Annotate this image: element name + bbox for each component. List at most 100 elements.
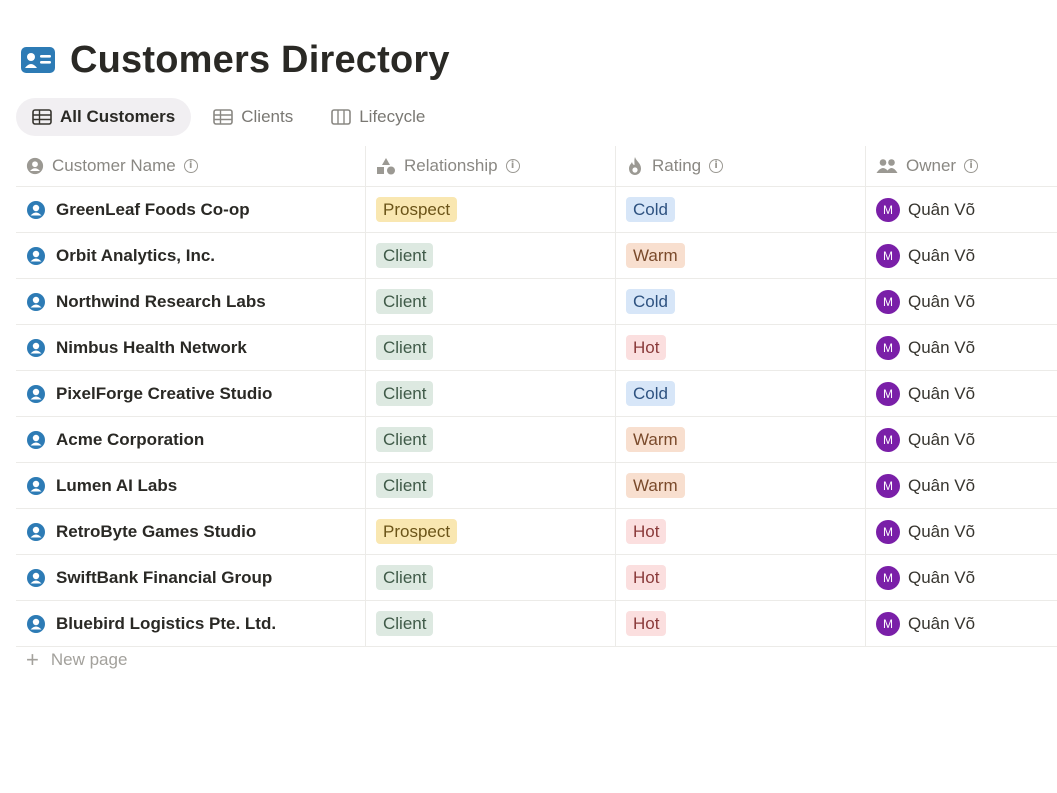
table-row[interactable]: PixelForge Creative Studio Client Cold M Quâ… (16, 371, 1057, 417)
rating-cell[interactable]: Hot (616, 601, 866, 646)
relationship-cell[interactable]: Client (366, 555, 616, 600)
rating-cell[interactable]: Hot (616, 509, 866, 554)
relationship-tag: Prospect (376, 519, 458, 544)
relationship-cell[interactable]: Client (366, 325, 616, 370)
customer-name[interactable]: GreenLeaf Foods Co-op (56, 199, 250, 219)
table-header: Customer Name i Relationship i Rating i (16, 146, 1057, 187)
owner-cell[interactable]: M Quân Võ (866, 187, 1057, 232)
rating-cell[interactable]: Cold (616, 279, 866, 324)
rating-tag: Warm (626, 473, 685, 498)
rating-cell[interactable]: Hot (616, 325, 866, 370)
customer-name-cell[interactable]: Bluebird Logistics Pte. Ltd. (16, 601, 366, 646)
owner-cell[interactable]: M Quân Võ (866, 279, 1057, 324)
customer-name-cell[interactable]: Orbit Analytics, Inc. (16, 233, 366, 278)
tab-all-customers[interactable]: All Customers (16, 98, 192, 136)
column-header-relationship[interactable]: Relationship i (366, 146, 616, 186)
column-label: Rating (652, 156, 702, 175)
board-icon (331, 109, 352, 125)
rating-cell[interactable]: Warm (616, 233, 866, 278)
owner-cell[interactable]: M Quân Võ (866, 233, 1057, 278)
table-row[interactable]: Bluebird Logistics Pte. Ltd. Client Hot M Qu… (16, 601, 1057, 647)
person-icon (27, 384, 45, 403)
table-row[interactable]: Orbit Analytics, Inc. Client Warm M Quân Võ (16, 233, 1057, 279)
rating-tag: Warm (626, 243, 685, 268)
person-icon (27, 200, 45, 219)
rating-cell[interactable]: Warm (616, 417, 866, 462)
customer-name-cell[interactable]: Acme Corporation (16, 417, 366, 462)
rating-tag: Cold (626, 289, 675, 314)
rating-cell[interactable]: Cold (616, 371, 866, 416)
relationship-cell[interactable]: Client (366, 279, 616, 324)
customer-name[interactable]: RetroByte Games Studio (56, 521, 257, 541)
customer-name[interactable]: Orbit Analytics, Inc. (56, 245, 216, 265)
table-row[interactable]: Northwind Research Labs Client Cold M Quân V… (16, 279, 1057, 325)
customer-name-cell[interactable]: RetroByte Games Studio (16, 509, 366, 554)
info-icon[interactable]: i (505, 159, 520, 173)
customer-name-cell[interactable]: SwiftBank Financial Group (16, 555, 366, 600)
owner-cell[interactable]: M Quân Võ (866, 601, 1057, 646)
owner-name: Quân Võ (908, 291, 976, 311)
rating-tag: Hot (626, 335, 667, 360)
relationship-cell[interactable]: Client (366, 463, 616, 508)
column-label: Customer Name (52, 156, 176, 175)
person-icon (26, 157, 44, 175)
owner-cell[interactable]: M Quân Võ (866, 555, 1057, 600)
customer-name-cell[interactable]: GreenLeaf Foods Co-op (16, 187, 366, 232)
relationship-cell[interactable]: Client (366, 371, 616, 416)
customer-name-cell[interactable]: Lumen AI Labs (16, 463, 366, 508)
owner-cell[interactable]: M Quân Võ (866, 371, 1057, 416)
customer-name-cell[interactable]: PixelForge Creative Studio (16, 371, 366, 416)
tab-clients[interactable]: Clients (197, 98, 309, 136)
owner-name: Quân Võ (908, 613, 976, 633)
customer-name[interactable]: Acme Corporation (56, 429, 205, 449)
owner-cell[interactable]: M Quân Võ (866, 417, 1057, 462)
column-header-owner[interactable]: Owner i (866, 146, 1057, 186)
tab-lifecycle[interactable]: Lifecycle (315, 98, 441, 136)
column-header-customer-name[interactable]: Customer Name i (16, 146, 366, 186)
customer-name[interactable]: Northwind Research Labs (56, 291, 266, 311)
info-icon[interactable]: i (964, 159, 979, 173)
relationship-tag: Client (376, 473, 434, 498)
avatar: M (876, 519, 900, 544)
table-row[interactable]: SwiftBank Financial Group Client Hot M Quân … (16, 555, 1057, 601)
customer-name-cell[interactable]: Nimbus Health Network (16, 325, 366, 370)
avatar: M (876, 335, 900, 360)
rating-cell[interactable]: Hot (616, 555, 866, 600)
customer-name[interactable]: Lumen AI Labs (56, 475, 178, 495)
table-row[interactable]: RetroByte Games Studio Prospect Hot M Quân V… (16, 509, 1057, 555)
owner-cell[interactable]: M Quân Võ (866, 325, 1057, 370)
relationship-cell[interactable]: Client (366, 601, 616, 646)
customer-name[interactable]: Bluebird Logistics Pte. Ltd. (56, 613, 277, 633)
rating-cell[interactable]: Warm (616, 463, 866, 508)
relationship-cell[interactable]: Client (366, 233, 616, 278)
table-row[interactable]: GreenLeaf Foods Co-op Prospect Cold M Quân V… (16, 187, 1057, 233)
table-row[interactable]: Nimbus Health Network Client Hot M Quân Võ (16, 325, 1057, 371)
info-icon[interactable]: i (183, 159, 198, 173)
page-title: Customers Directory (70, 39, 450, 81)
table-row[interactable]: Lumen AI Labs Client Warm M Quân Võ (16, 463, 1057, 509)
person-icon (27, 476, 45, 495)
relationship-cell[interactable]: Prospect (366, 187, 616, 232)
new-page-button[interactable]: + New page (26, 649, 127, 671)
relationship-cell[interactable]: Prospect (366, 509, 616, 554)
person-icon (27, 292, 45, 311)
avatar: M (876, 427, 900, 452)
relationship-cell[interactable]: Client (366, 417, 616, 462)
table-row[interactable]: Acme Corporation Client Warm M Quân Võ (16, 417, 1057, 463)
owner-cell[interactable]: M Quân Võ (866, 463, 1057, 508)
info-icon[interactable]: i (709, 159, 724, 173)
person-icon (27, 522, 45, 541)
new-page-label: New page (50, 650, 128, 669)
customer-name[interactable]: Nimbus Health Network (56, 337, 247, 357)
column-label: Owner (906, 156, 957, 175)
column-header-rating[interactable]: Rating i (616, 146, 866, 186)
rating-tag: Hot (626, 519, 667, 544)
rating-tag: Cold (626, 381, 675, 406)
customer-name[interactable]: PixelForge Creative Studio (56, 383, 273, 403)
customer-name-cell[interactable]: Northwind Research Labs (16, 279, 366, 324)
customer-name[interactable]: SwiftBank Financial Group (56, 567, 273, 587)
owner-cell[interactable]: M Quân Võ (866, 509, 1057, 554)
owner-name: Quân Võ (908, 383, 976, 403)
owner-name: Quân Võ (908, 245, 976, 265)
rating-cell[interactable]: Cold (616, 187, 866, 232)
